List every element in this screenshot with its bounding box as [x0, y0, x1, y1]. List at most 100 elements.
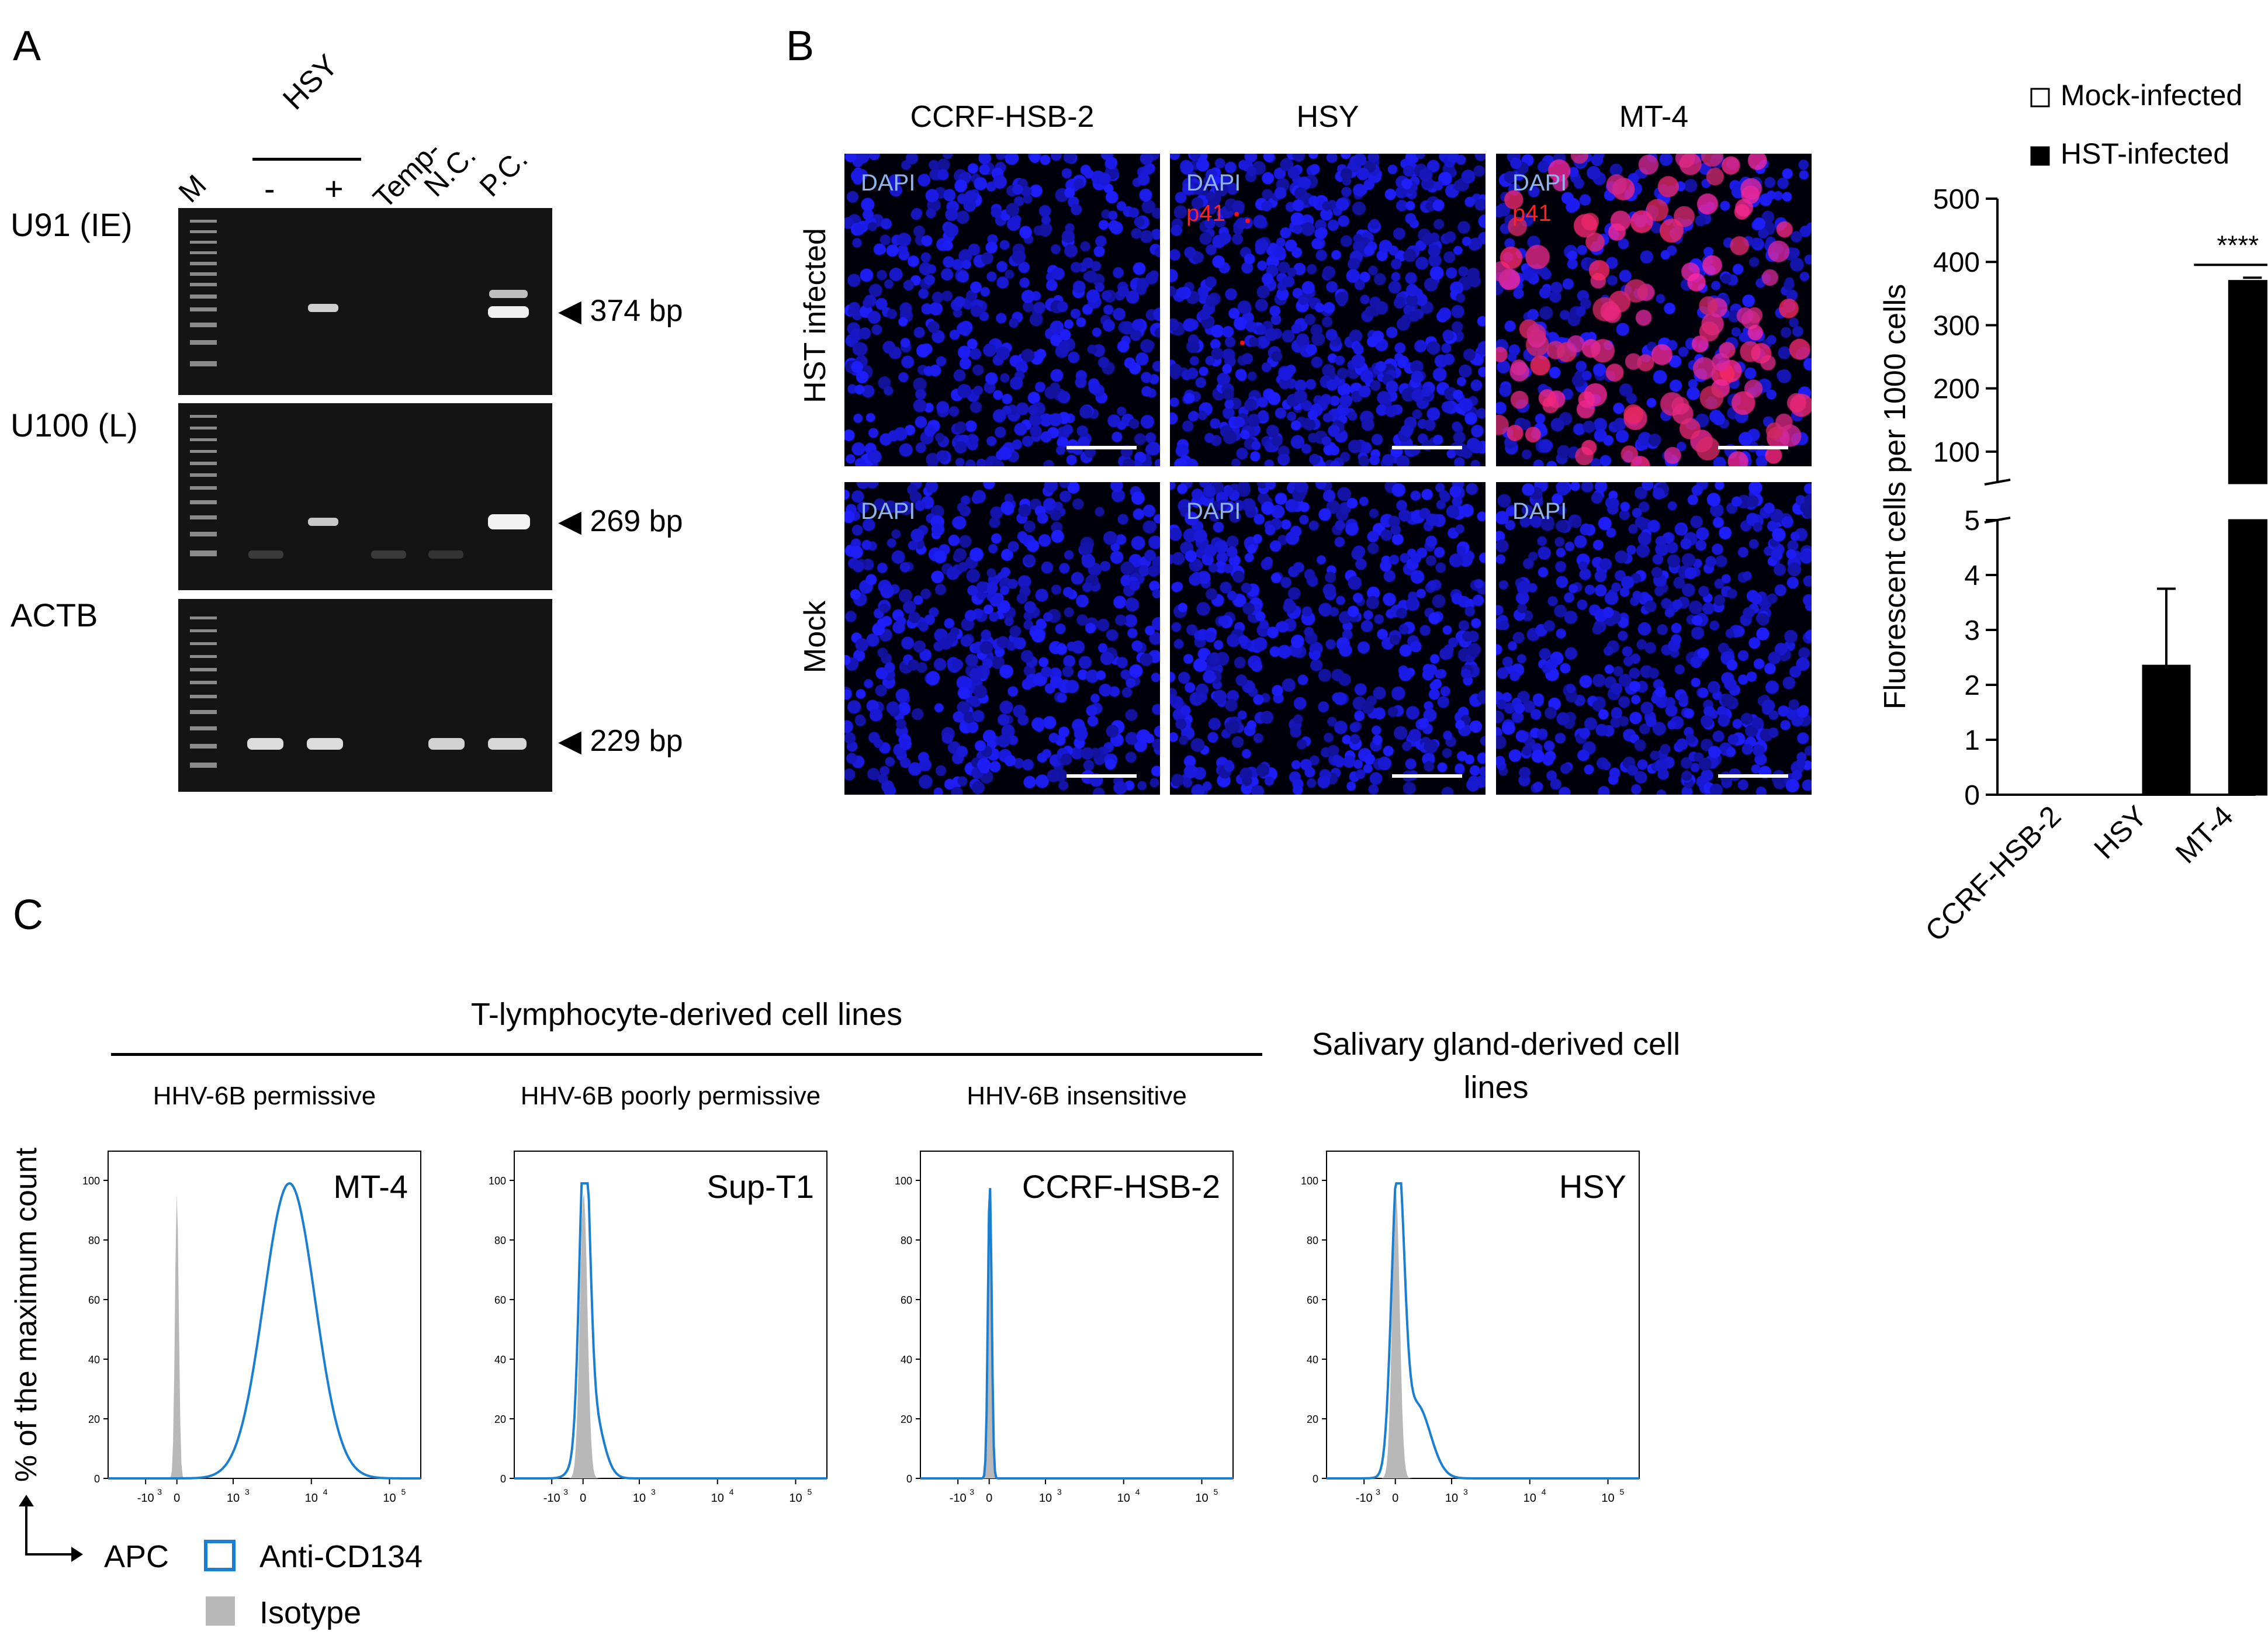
axis-break-upper: [1984, 479, 2011, 486]
legend-label-1: HST-infected: [2061, 137, 2229, 170]
gel-actb-bands: [190, 616, 527, 768]
scale-bar: [1067, 446, 1137, 449]
dapi-label: DAPI: [1512, 498, 1567, 524]
lane-label-plus: +: [324, 170, 344, 207]
axis-arrow-head-up: [19, 1495, 34, 1506]
x-tick-label: 10: [1601, 1492, 1614, 1505]
histogram-subtitle: HHV-6B poorly permissive: [521, 1082, 821, 1110]
y-tick-label: 40: [494, 1354, 506, 1366]
band-nc-229: [428, 738, 465, 750]
x-tick-label: 0: [174, 1492, 180, 1505]
legend-swatch-0: [2030, 88, 2050, 108]
x-tick-label: 10: [1195, 1492, 1208, 1505]
x-tick-label: 10: [789, 1492, 802, 1505]
x-tick-label: 10: [227, 1492, 240, 1505]
band-pc-374: [488, 306, 529, 318]
bar-1-2-upper: [2228, 280, 2267, 484]
anti-cd134-histogram: [108, 1182, 421, 1480]
row-label-infected: HST infected: [798, 228, 832, 403]
band-pc-upper: [489, 290, 528, 298]
legend-swatch-1: [2030, 146, 2050, 166]
flow-y-label: % of the maximum count: [9, 1147, 43, 1482]
x-tick-label: 10: [711, 1492, 724, 1505]
x-tick-exponent: 3: [563, 1487, 568, 1496]
band-plus-374: [308, 304, 338, 312]
scale-bar: [1718, 774, 1788, 778]
x-tick-exponent: 5: [1214, 1487, 1218, 1496]
y-tick-label: 60: [494, 1294, 506, 1306]
y-tick-label: 60: [1307, 1294, 1318, 1306]
y-tick-label: 0: [500, 1473, 506, 1485]
x-tick-exponent: 4: [729, 1487, 734, 1496]
y-tick-label: 40: [88, 1354, 100, 1366]
band-pc-229: [488, 738, 527, 750]
axis-arrow: [25, 1499, 76, 1556]
gel-actb: [178, 599, 552, 792]
band-minus-229: [247, 738, 283, 750]
group-title-salivary: Salivary gland-derived cell lines: [1311, 1027, 1681, 1105]
x-tick-label: -10: [543, 1492, 560, 1505]
band-nc-faint: [428, 550, 463, 559]
y-tick-label: 60: [901, 1294, 912, 1306]
x-tick-exponent: 3: [651, 1487, 656, 1496]
row-label-actb: ACTB: [11, 597, 98, 633]
micrograph-mock-ccrf: DAPI: [844, 482, 1160, 795]
group-title-t-lymphocyte: T-lymphocyte-derived cell lines: [470, 997, 903, 1032]
dapi-label: DAPI: [1186, 170, 1241, 196]
cell-line-label: MT-4: [333, 1168, 408, 1205]
histogram-1: HHV-6B poorly permissive Sup-T1 0 20 40 60 80 1…: [489, 1082, 827, 1505]
col-label-hsy: HSY: [1296, 100, 1359, 134]
col-label-ccrf: CCRF-HSB-2: [910, 100, 1095, 134]
y-tick-label: 100: [82, 1175, 100, 1187]
y-tick-label: 80: [494, 1235, 506, 1246]
x-tick-exponent: 3: [1057, 1487, 1062, 1496]
x-tick-label: 10: [1039, 1492, 1052, 1505]
histogram-frame: [920, 1151, 1234, 1479]
y-tick-label-lower: 1: [1964, 725, 1980, 756]
col-label-mt4: MT-4: [1619, 100, 1689, 134]
scale-bar: [1392, 774, 1462, 778]
x-tick-exponent: 3: [157, 1487, 162, 1496]
p41-label: p41: [1512, 200, 1552, 226]
dapi-label: DAPI: [1186, 498, 1241, 524]
lane-label-m: M: [172, 168, 213, 209]
panel-letter-a: A: [13, 23, 41, 70]
row-label-mock: Mock: [798, 600, 832, 674]
bar-1-2-lower: [2228, 519, 2267, 796]
cell-line-label: CCRF-HSB-2: [1022, 1168, 1220, 1205]
marker-229: ◀ 229 bp: [558, 724, 683, 758]
row-label-u100: U100 (L): [11, 407, 138, 444]
gel-u100-bands: [190, 415, 530, 559]
axis-arrow-head-right: [71, 1547, 83, 1562]
scale-bar: [1718, 446, 1788, 449]
band-plus-269: [308, 518, 338, 526]
x-tick-label: 0: [986, 1492, 992, 1505]
y-axis-label: Fluorescent cells per 1000 cells: [1878, 284, 1912, 709]
x-tick-exponent: 3: [245, 1487, 250, 1496]
dapi-label: DAPI: [1512, 170, 1567, 196]
band-pc-269: [488, 514, 530, 529]
dapi-label: DAPI: [861, 498, 916, 524]
marker-269: ◀ 269 bp: [558, 504, 683, 538]
micrograph-canvas: [1496, 154, 1812, 466]
y-tick-label-upper: 100: [1933, 437, 1980, 468]
x-tick-exponent: 3: [1463, 1487, 1468, 1496]
legend-label-0: Mock-infected: [2061, 79, 2242, 112]
y-tick-label: 100: [895, 1175, 912, 1187]
y-tick-label: 20: [901, 1414, 912, 1425]
x-tick-label: 10: [305, 1492, 318, 1505]
y-tick-label: 20: [494, 1414, 506, 1425]
x-tick-label: MT-4: [2169, 799, 2239, 870]
histogram-frame: [108, 1151, 421, 1479]
scale-bar: [1392, 446, 1462, 449]
x-tick-exponent: 3: [1376, 1487, 1380, 1496]
x-tick-label: HSY: [2087, 799, 2153, 865]
legend-anti-label: Anti-CD134: [259, 1539, 423, 1574]
cell-line-label: Sup-T1: [707, 1168, 814, 1205]
x-tick-exponent: 3: [969, 1487, 974, 1496]
significance-label: ****: [2217, 230, 2259, 260]
legend-isotype-label: Isotype: [259, 1595, 361, 1630]
dapi-label: DAPI: [861, 170, 916, 196]
x-tick-label: 10: [383, 1492, 396, 1505]
